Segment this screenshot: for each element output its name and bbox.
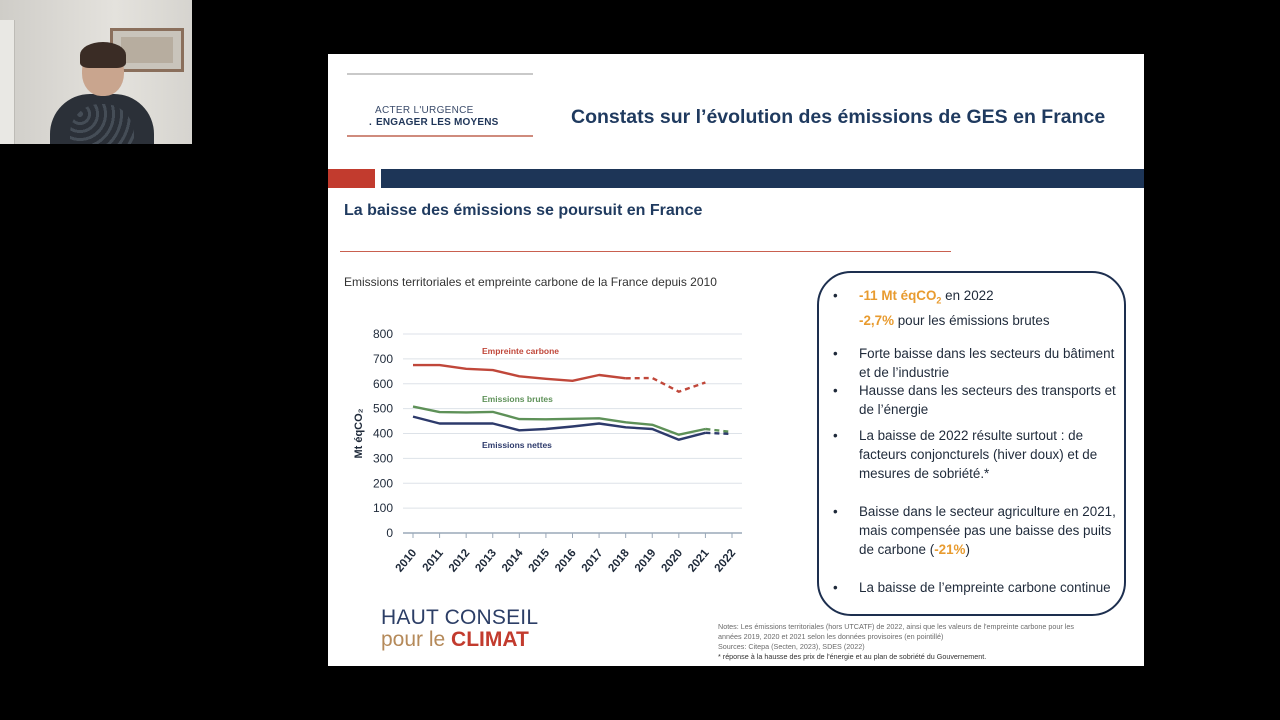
webcam-video <box>0 0 192 144</box>
slide-title: Constats sur l’évolution des émissions d… <box>571 106 1106 128</box>
series-label: Emissions brutes <box>482 394 553 404</box>
header-rule <box>347 73 533 75</box>
x-tick-label: 2019 <box>633 547 659 574</box>
series-line <box>412 415 706 441</box>
subtitle-rule <box>340 251 951 252</box>
logo-pour-le-climat: pour le CLIMAT <box>381 628 529 651</box>
brand-rule <box>347 135 533 137</box>
x-tick-label: 2012 <box>447 547 473 574</box>
brand-tagline-1: ACTER L'URGENCE <box>375 105 474 116</box>
note-line-2: années 2019, 2020 et 2021 selon les donn… <box>718 632 944 641</box>
key-findings-box: • -11 Mt éqCO2 en 2022 -2,7% pour les émi… <box>817 271 1126 616</box>
x-tick-label: 2018 <box>606 547 632 575</box>
x-tick-label: 2017 <box>580 547 606 574</box>
x-tick-label: 2021 <box>686 547 712 575</box>
series-line-provisional <box>705 431 733 436</box>
x-tick-label: 2015 <box>527 547 553 575</box>
note-line-1: Notes: Les émissions territoriales (hors… <box>718 622 1074 631</box>
band-navy <box>381 169 1144 188</box>
y-tick-label: 100 <box>373 501 393 515</box>
y-tick-label: 800 <box>373 327 393 341</box>
note-line-4: * réponse à la hausse des prix de l'éner… <box>718 652 987 661</box>
x-tick-label: 2010 <box>394 547 420 574</box>
y-tick-label: 200 <box>373 476 393 490</box>
x-tick-label: 2014 <box>500 547 526 575</box>
y-tick-label: 0 <box>386 526 393 540</box>
series-line-provisional <box>705 427 733 434</box>
y-tick-label: 500 <box>373 402 393 416</box>
x-tick-label: 2020 <box>659 547 685 574</box>
y-axis-label: Mt éqCO₂ <box>353 408 365 458</box>
series-label: Emissions nettes <box>482 440 552 450</box>
y-tick-label: 700 <box>373 352 393 366</box>
series-line-provisional <box>625 376 706 394</box>
y-tick-label: 300 <box>373 451 393 465</box>
chart-title: Emissions territoriales et empreinte car… <box>344 275 717 289</box>
series-line <box>413 363 626 382</box>
note-line-3: Sources: Citepa (Secten, 2023), SDES (20… <box>718 642 865 651</box>
logo-haut-conseil: HAUT CONSEIL <box>381 606 539 629</box>
series-label: Empreinte carbone <box>482 346 559 356</box>
x-tick-label: 2016 <box>553 547 579 574</box>
y-tick-label: 600 <box>373 377 393 391</box>
presentation-slide: ACTER L'URGENCE . ENGAGER LES MOYENS Cons… <box>328 54 1144 666</box>
x-tick-label: 2011 <box>421 547 447 574</box>
y-tick-label: 400 <box>373 427 393 441</box>
footnotes: Notes: Les émissions territoriales (hors… <box>718 622 1128 662</box>
brand-tagline-2: . ENGAGER LES MOYENS <box>369 117 499 128</box>
series-line <box>412 405 706 436</box>
x-tick-label: 2013 <box>473 547 499 574</box>
slide-subtitle: La baisse des émissions se poursuit en F… <box>344 202 703 219</box>
band-red <box>328 169 375 188</box>
x-tick-label: 2022 <box>713 547 739 574</box>
